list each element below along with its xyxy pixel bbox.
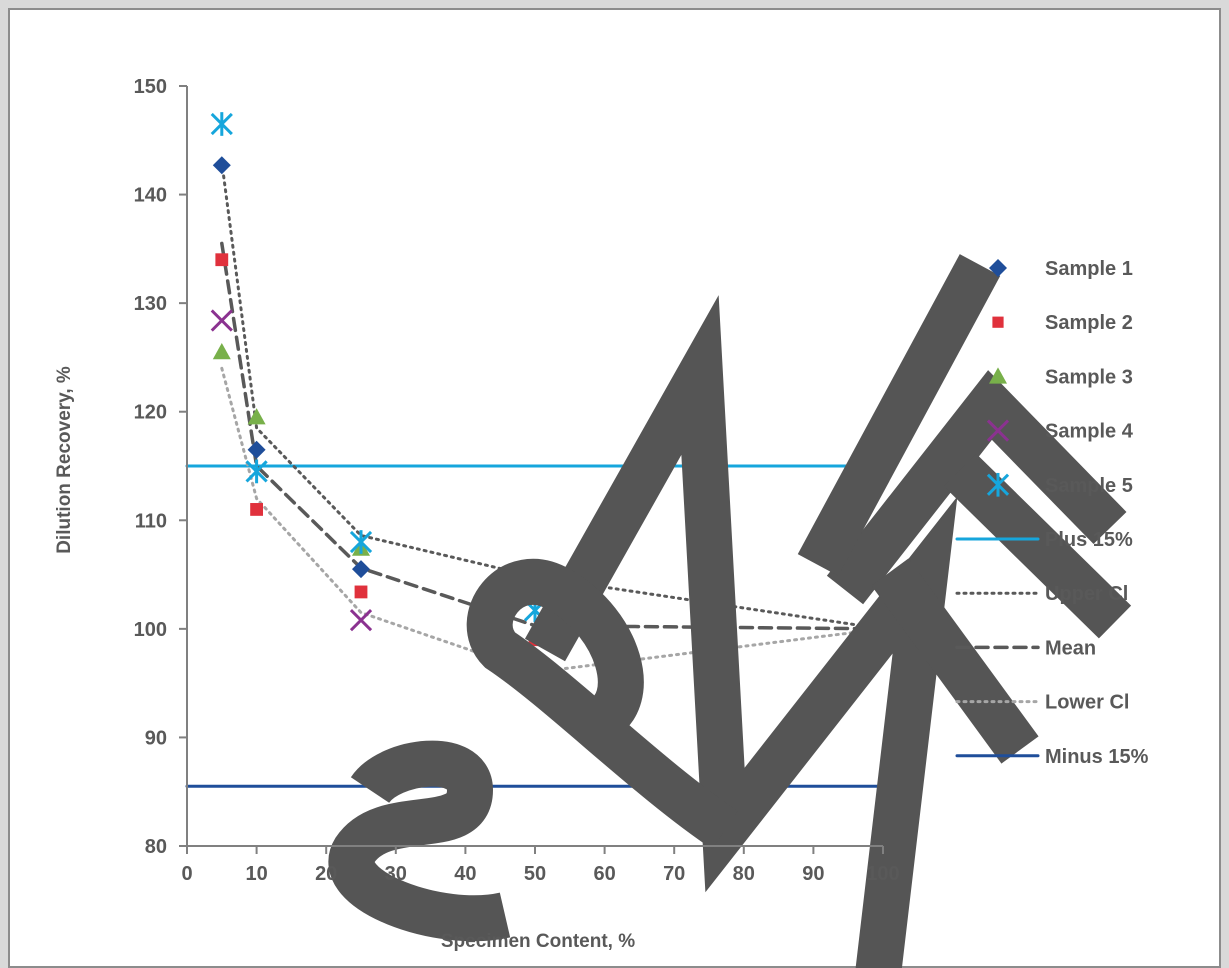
legend-label-upper-cl: Upper Cl [1045,583,1128,605]
legend-label-sample-3: Sample 3 [1045,366,1133,388]
data-point-sample-2 [250,503,263,516]
data-point-sample-3 [212,343,231,360]
y-axis-title: Dilution Recovery, % [54,366,75,554]
y-tick-label: 110 [135,510,167,532]
x-tick-label: 0 [181,863,192,885]
data-point-sample-4 [349,609,373,632]
data-point-sample-5 [349,530,373,554]
x-tick-label: 60 [593,863,615,885]
y-tick-label: 140 [134,185,167,207]
legend-symbol-sample-4 [986,419,1010,442]
legend-symbol-sample-2 [992,316,1004,328]
x-axis-title: Specimen Content, % [441,931,635,952]
y-tick-label: 80 [145,836,167,858]
data-point-sample-2 [354,585,368,599]
x-tick-label: 70 [663,863,685,885]
y-tick-label: 100 [134,619,167,641]
data-point-sample-5 [210,112,233,136]
series-line-upper-cl [220,160,885,631]
legend-symbol-sample-3 [989,367,1007,384]
legend-label-plus-15-: Plus 15% [1045,529,1133,551]
legend-label-sample-2: Sample 2 [1045,312,1133,334]
legend-label-lower-cl: Lower Cl [1045,692,1129,714]
data-point-sample-2 [215,253,229,267]
legend-label-sample-5: Sample 5 [1045,475,1133,497]
x-tick-label: 10 [245,863,267,885]
legend-label-sample-1: Sample 1 [1045,258,1133,280]
x-tick-label: 50 [524,863,546,885]
data-point-sample-5 [245,459,268,484]
series-line-lower-cl [220,366,885,674]
x-tick-label: 100 [866,863,899,885]
y-tick-label: 120 [134,402,167,424]
y-tick-label: 150 [134,76,167,98]
x-tick-label: 90 [802,863,824,885]
legend-label-sample-4: Sample 4 [1045,421,1134,443]
data-point-sample-1 [212,156,231,175]
x-tick-label: 40 [454,863,476,885]
y-tick-label: 90 [145,727,167,749]
sample-watermark [328,254,1132,968]
x-tick-label: 20 [315,863,337,885]
data-point-sample-4 [210,309,233,332]
legend-label-minus-15-: Minus 15% [1045,746,1149,768]
legend-label-mean: Mean [1045,637,1096,659]
legend-symbol-sample-5 [986,472,1010,497]
data-point-sample-1 [352,560,370,579]
data-point-sample-1 [247,440,266,459]
data-point-sample-3 [247,408,266,425]
x-tick-label: 80 [733,863,755,885]
x-tick-label: 30 [385,863,407,885]
legend-symbol-sample-1 [989,259,1007,277]
y-tick-label: 130 [134,293,167,315]
